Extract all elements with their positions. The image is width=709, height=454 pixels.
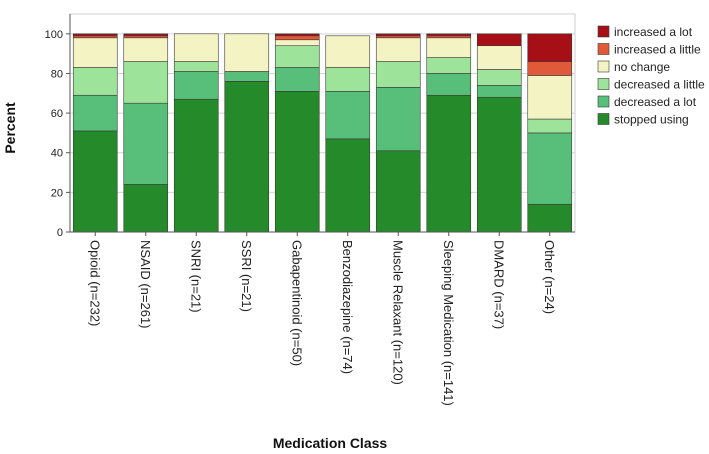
bar-segment [274,67,320,92]
x-tick-label: Benzodiazepine (n=74) [340,240,355,374]
bar-segment [72,94,118,132]
bar-segment [123,61,169,104]
legend-swatch [597,95,610,108]
bar-segment [123,33,169,37]
bar-segment [123,102,169,185]
legend-label: decreased a little [614,78,705,92]
bar-segment [325,67,371,92]
bar-segment [325,138,371,233]
bar-segment [375,87,421,152]
bar-segment [476,85,522,98]
bar-segment [527,132,573,205]
x-tick-label: DMARD (n=37) [491,240,506,329]
y-tick-label: 80 [51,68,63,80]
bar-segment [224,33,270,72]
bar-segment [527,61,573,76]
x-tick-label: Sleeping Medication (n=141) [441,240,456,406]
bar-segment [173,61,219,72]
legend: increased a lot increased a little no chan… [597,25,705,127]
bar-segment [375,150,421,233]
y-tick-label: 100 [45,29,63,41]
bar-segment [274,45,320,68]
bar-segment [274,33,320,37]
bar-segment [527,33,573,62]
y-tick-label: 60 [51,108,63,120]
x-tick-label: NSAID (n=261) [138,240,153,329]
bar-segment [375,37,421,62]
legend-label: no change [614,60,670,74]
x-tick-label: Other (n=24) [542,240,557,314]
bar-segment [72,130,118,233]
legend-label: increased a lot [614,25,693,39]
bar-segment [123,184,169,233]
bar-segment [173,33,219,62]
x-tick-label: Muscle Relaxant (n=120) [390,240,405,385]
x-tick-label: Opioid (n=232) [87,240,102,326]
bar-segment [72,33,118,37]
bar-segment [426,94,472,233]
bar-segment [274,35,320,41]
legend-swatch [597,43,610,55]
x-tick-label: SSRI (n=21) [239,240,254,312]
bar-segment [527,75,573,120]
bar-segment [476,69,522,86]
legend-swatch [597,78,610,90]
bar-segment [173,98,219,233]
bar-segment [325,35,371,68]
legend-label: increased a little [614,43,701,57]
y-tick-label: 0 [57,227,63,239]
axes: 0 20 40 60 80 100 Opioid (n=232) NSAID (n=261) S… [45,14,575,406]
bar-segment [224,71,270,82]
bar-segment [476,33,522,47]
bar-segment [123,37,169,62]
x-axis-title: Medication Class [273,435,388,451]
legend-swatch [597,60,610,73]
bar-segment [375,33,421,37]
bar-segment [527,118,573,134]
bar-segment [426,33,472,37]
bar-segment [173,71,219,100]
bar-segment [274,39,320,47]
bar-segment [476,96,522,233]
bar-segment [426,57,472,74]
bar-segment [274,90,320,233]
legend-swatch [597,113,610,125]
x-tick-label: Gabapentinoid (n=50) [289,240,304,366]
x-tick-label: SNRI (n=21) [188,240,203,313]
bar-segment [426,37,472,58]
bar-segment [325,90,371,140]
legend-swatch [597,25,610,38]
bar-segment [476,45,522,70]
bar-segment [375,61,421,88]
bars [72,33,573,233]
y-tick-label: 40 [51,148,63,160]
legend-label: decreased a lot [614,95,697,109]
y-tick-label: 20 [51,187,63,199]
bar-segment [72,37,118,68]
bar-segment [224,81,270,233]
legend-label: stopped using [614,113,689,127]
bar-segment [72,67,118,96]
y-axis-title: Percent [2,102,18,154]
bar-segment [527,203,573,233]
bar-segment [426,73,472,96]
